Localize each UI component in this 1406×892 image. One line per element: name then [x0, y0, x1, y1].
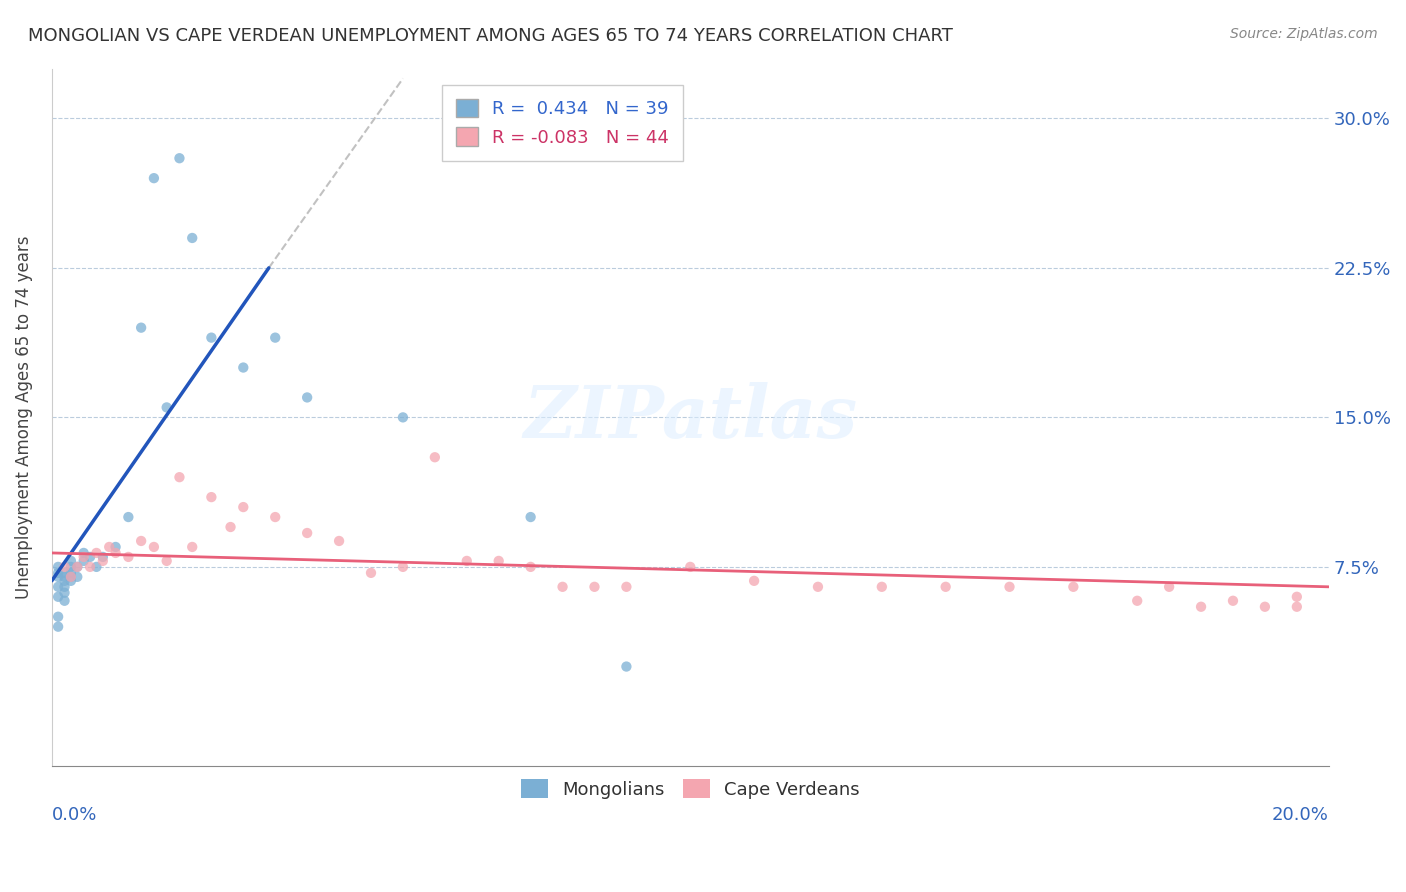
Point [91, 549, 114, 564]
Point [742, 574, 765, 588]
Point [46, 590, 69, 604]
Y-axis label: Unemployment Among Ages 65 to 74 years: Unemployment Among Ages 65 to 74 years [15, 235, 32, 599]
Point [1285, 599, 1308, 614]
Point [200, 490, 222, 504]
Point [59, 560, 82, 574]
Point [53, 594, 76, 608]
Text: 20.0%: 20.0% [1272, 806, 1329, 824]
Point [1062, 580, 1084, 594]
Point [169, 151, 191, 165]
Point [142, 540, 165, 554]
Point [46, 570, 69, 584]
Point [86, 560, 108, 574]
Point [53, 574, 76, 588]
Point [232, 360, 254, 375]
Point [59, 554, 82, 568]
Point [519, 510, 541, 524]
Point [66, 560, 89, 574]
Point [59, 574, 82, 588]
Point [998, 580, 1021, 594]
Point [79, 560, 101, 574]
Point [91, 554, 114, 568]
Point [807, 580, 830, 594]
Point [551, 580, 574, 594]
Point [156, 554, 179, 568]
Point [935, 580, 957, 594]
Point [46, 560, 69, 574]
Point [73, 546, 96, 560]
Point [46, 566, 69, 580]
Point [181, 231, 204, 245]
Point [616, 580, 638, 594]
Point [456, 554, 478, 568]
Point [86, 546, 108, 560]
Point [46, 609, 69, 624]
Point [53, 580, 76, 594]
Point [1126, 594, 1149, 608]
Point [870, 580, 893, 594]
Point [181, 540, 204, 554]
Point [232, 500, 254, 514]
Point [46, 580, 69, 594]
Point [679, 560, 702, 574]
Point [117, 510, 139, 524]
Text: MONGOLIAN VS CAPE VERDEAN UNEMPLOYMENT AMONG AGES 65 TO 74 YEARS CORRELATION CHA: MONGOLIAN VS CAPE VERDEAN UNEMPLOYMENT A… [28, 27, 953, 45]
Point [59, 570, 82, 584]
Point [142, 171, 165, 186]
Legend: Mongolians, Cape Verdeans: Mongolians, Cape Verdeans [513, 772, 868, 806]
Point [219, 520, 242, 534]
Text: Source: ZipAtlas.com: Source: ZipAtlas.com [1230, 27, 1378, 41]
Point [392, 560, 415, 574]
Point [169, 470, 191, 484]
Point [1159, 580, 1181, 594]
Point [66, 570, 89, 584]
Point [295, 391, 318, 405]
Point [156, 401, 179, 415]
Point [104, 540, 127, 554]
Point [295, 526, 318, 541]
Point [1285, 590, 1308, 604]
Point [360, 566, 382, 580]
Point [1254, 599, 1277, 614]
Point [53, 566, 76, 580]
Point [519, 560, 541, 574]
Point [583, 580, 606, 594]
Text: 0.0%: 0.0% [52, 806, 97, 824]
Point [79, 549, 101, 564]
Text: ZIPatlas: ZIPatlas [523, 382, 858, 453]
Point [1222, 594, 1244, 608]
Point [616, 659, 638, 673]
Point [46, 620, 69, 634]
Point [98, 540, 121, 554]
Point [117, 549, 139, 564]
Point [1189, 599, 1212, 614]
Point [73, 549, 96, 564]
Point [488, 554, 510, 568]
Point [59, 566, 82, 580]
Point [59, 570, 82, 584]
Point [423, 450, 446, 465]
Point [73, 554, 96, 568]
Point [264, 331, 287, 345]
Point [104, 546, 127, 560]
Point [129, 320, 152, 334]
Point [129, 533, 152, 548]
Point [264, 510, 287, 524]
Point [53, 586, 76, 600]
Point [328, 533, 350, 548]
Point [200, 331, 222, 345]
Point [66, 560, 89, 574]
Point [53, 570, 76, 584]
Point [53, 560, 76, 574]
Point [392, 410, 415, 425]
